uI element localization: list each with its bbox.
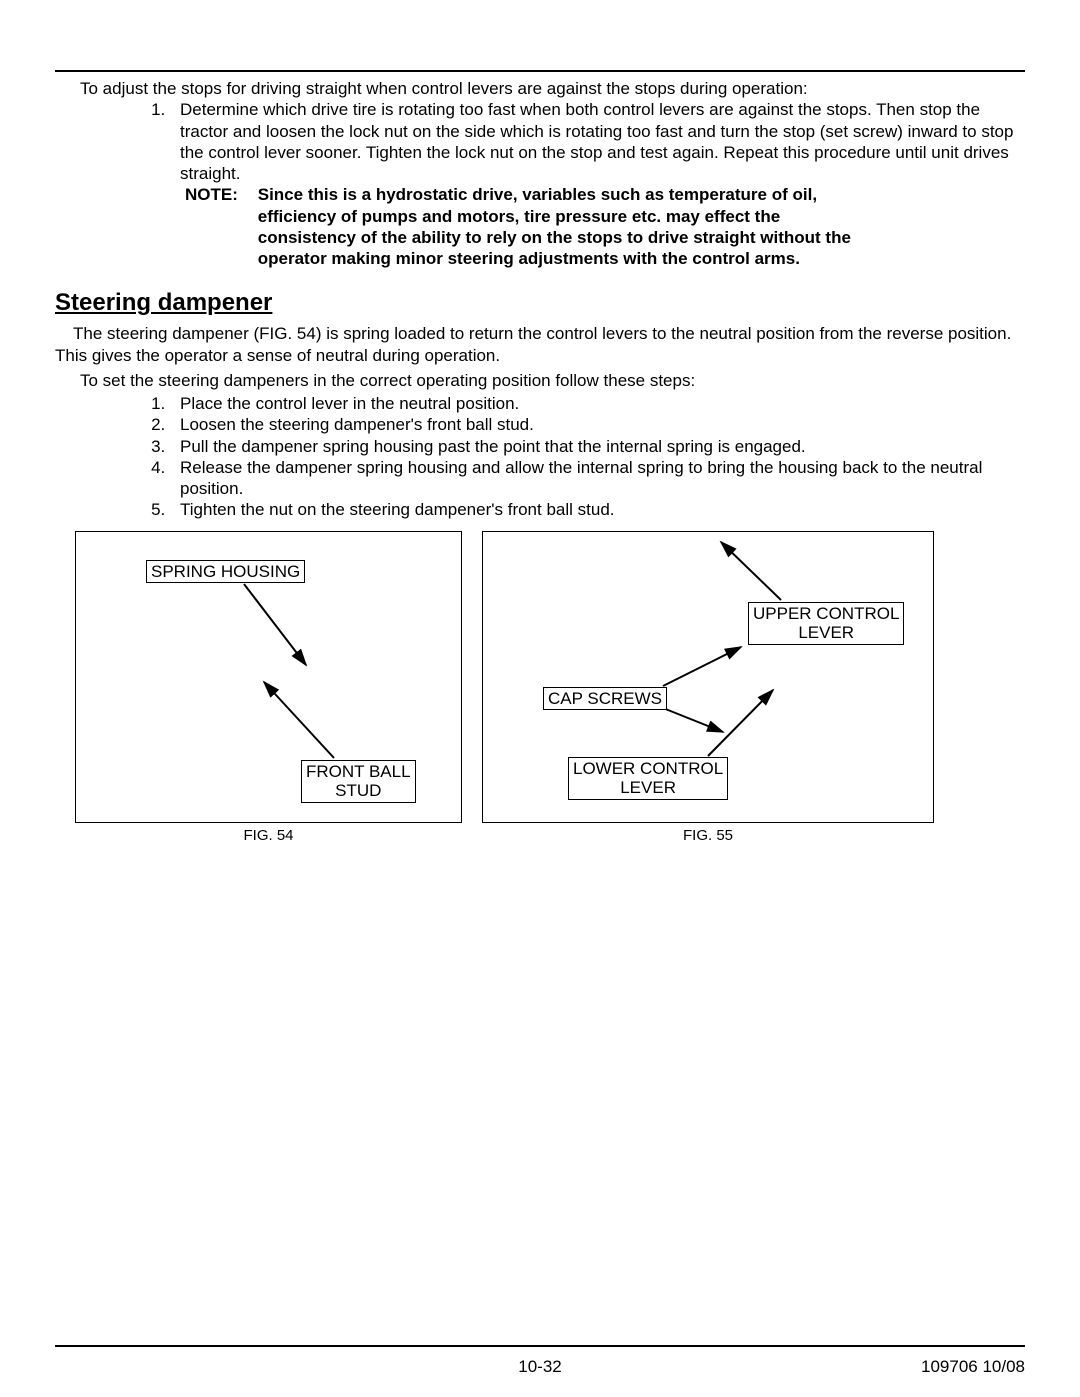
procedure-2-item: Place the control lever in the neutral p… <box>170 393 1025 414</box>
figures-row: SPRING HOUSING FRONT BALL STUD FIG. 54 <box>75 531 1025 844</box>
figure-54-wrapper: SPRING HOUSING FRONT BALL STUD FIG. 54 <box>75 531 462 844</box>
page: To adjust the stops for driving straight… <box>0 0 1080 1397</box>
label-front-ball-stud: FRONT BALL STUD <box>301 760 416 803</box>
arrow <box>663 647 741 686</box>
arrow <box>244 584 306 665</box>
label-lower-control-lever: LOWER CONTROL LEVER <box>568 757 728 800</box>
arrow <box>663 708 723 732</box>
figure-54: SPRING HOUSING FRONT BALL STUD <box>75 531 462 823</box>
paragraph-1: The steering dampener (FIG. 54) is sprin… <box>55 323 1025 366</box>
note-block: NOTE: Since this is a hydrostatic drive,… <box>185 184 1025 269</box>
label-text-line1: FRONT BALL <box>306 762 411 781</box>
top-rule <box>55 70 1025 72</box>
procedure-2: Place the control lever in the neutral p… <box>55 393 1025 521</box>
intro-line: To adjust the stops for driving straight… <box>80 78 1025 99</box>
label-text-line1: UPPER CONTROL <box>753 604 899 623</box>
figure-55-wrapper: UPPER CONTROL LEVER CAP SCREWS LOWER CON… <box>482 531 934 844</box>
note-label: NOTE: <box>185 184 253 205</box>
figure-55-caption: FIG. 55 <box>482 827 934 844</box>
label-cap-screws: CAP SCREWS <box>543 687 667 711</box>
procedure-2-item: Tighten the nut on the steering dampener… <box>170 499 1025 520</box>
arrow <box>721 542 781 600</box>
procedure-2-item: Pull the dampener spring housing past th… <box>170 436 1025 457</box>
procedure-1-item: Determine which drive tire is rotating t… <box>170 99 1025 184</box>
procedure-2-item: Loosen the steering dampener's front bal… <box>170 414 1025 435</box>
page-footer: 10-32 109706 10/08 <box>55 1345 1025 1357</box>
arrow <box>264 682 334 758</box>
figure-54-caption: FIG. 54 <box>75 827 462 844</box>
label-text-line2: LEVER <box>798 623 854 642</box>
label-text-line1: LOWER CONTROL <box>573 759 723 778</box>
section-heading: Steering dampener <box>55 289 1025 317</box>
label-spring-housing: SPRING HOUSING <box>146 560 305 584</box>
procedure-2-item: Release the dampener spring housing and … <box>170 457 1025 500</box>
label-text-line2: LEVER <box>620 778 676 797</box>
label-text-line2: STUD <box>335 781 381 800</box>
procedure-1: Determine which drive tire is rotating t… <box>55 99 1025 184</box>
page-number: 10-32 <box>518 1357 561 1377</box>
arrow <box>708 690 773 756</box>
note-body: Since this is a hydrostatic drive, varia… <box>258 184 878 269</box>
paragraph-2: To set the steering dampeners in the cor… <box>80 370 1025 391</box>
label-text: SPRING HOUSING <box>151 562 300 581</box>
label-text: CAP SCREWS <box>548 689 662 708</box>
figure-55: UPPER CONTROL LEVER CAP SCREWS LOWER CON… <box>482 531 934 823</box>
label-upper-control-lever: UPPER CONTROL LEVER <box>748 602 904 645</box>
document-number: 109706 10/08 <box>921 1357 1025 1377</box>
